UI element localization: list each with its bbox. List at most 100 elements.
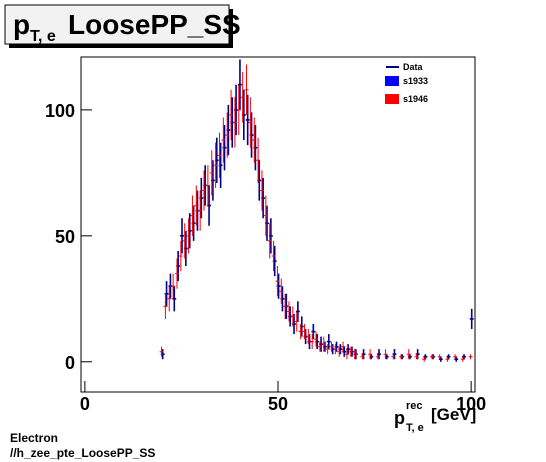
x-tick-label: 50 <box>268 394 288 414</box>
data-point <box>333 344 338 355</box>
data-point <box>171 273 176 299</box>
data-point <box>279 278 284 304</box>
data-point <box>236 84 241 136</box>
data-point <box>240 72 245 123</box>
data-point <box>437 354 442 360</box>
data-point <box>391 354 396 360</box>
data-point <box>267 223 272 259</box>
data-point <box>186 218 191 254</box>
data-point <box>252 117 257 163</box>
data-point <box>271 240 276 272</box>
x-tick-label: 0 <box>80 394 90 414</box>
data-point <box>159 346 164 357</box>
data-point <box>469 308 474 330</box>
data-point <box>422 356 427 362</box>
data-point <box>454 356 459 362</box>
title-sub: T, e <box>30 28 56 45</box>
data-point <box>345 349 349 360</box>
data-point <box>392 349 397 360</box>
data-point <box>263 195 268 236</box>
data-point <box>205 165 210 206</box>
data-point <box>406 349 411 360</box>
data-point <box>172 286 177 312</box>
data-point <box>317 341 322 352</box>
data-point <box>329 341 334 352</box>
data-point <box>429 354 434 360</box>
data-point <box>399 354 403 360</box>
data-point <box>321 336 326 352</box>
data-point <box>298 323 303 340</box>
data-point <box>453 354 458 360</box>
data-point <box>248 97 253 148</box>
x-label-main: p <box>394 408 405 428</box>
data-point <box>229 89 233 141</box>
data-point <box>326 334 331 350</box>
data-point <box>348 346 353 357</box>
data-point <box>290 306 295 327</box>
legend-swatch <box>385 76 399 86</box>
data-point <box>360 354 365 360</box>
data-point <box>341 341 346 352</box>
data-point <box>414 354 419 360</box>
data-point <box>445 356 450 362</box>
data-point <box>287 301 291 322</box>
title-main: p <box>13 9 30 40</box>
data-point <box>283 293 288 319</box>
data-point <box>302 323 307 340</box>
data-point <box>383 349 388 360</box>
data-point <box>213 142 218 188</box>
data-point <box>460 356 465 362</box>
plot-frame <box>80 56 476 393</box>
data-point <box>209 150 214 196</box>
data-point <box>202 170 206 211</box>
y-tick-label: 50 <box>55 227 75 247</box>
x-label-sup: rec <box>406 400 423 412</box>
data-point <box>225 112 230 158</box>
data-point <box>377 349 381 360</box>
data-point <box>244 64 249 115</box>
title-box <box>4 4 230 45</box>
data-point <box>245 94 250 146</box>
data-point <box>256 137 261 183</box>
x-label-sub: T, e <box>406 422 424 434</box>
legend-label: s1946 <box>403 94 428 104</box>
data-point <box>415 349 420 360</box>
data-point <box>468 354 473 360</box>
data-point <box>175 258 179 289</box>
data-point <box>325 344 330 355</box>
legend-label: s1933 <box>403 76 428 86</box>
data-point <box>178 240 183 272</box>
footer-line: //h_zee_pte_LoosePP_SS <box>10 446 155 460</box>
data-point <box>217 132 222 178</box>
title-rest: LoosePP_SS <box>68 9 241 40</box>
y-tick-label: 0 <box>65 353 75 373</box>
data-point <box>352 349 357 360</box>
data-point <box>163 293 168 319</box>
data-point <box>337 346 342 357</box>
data-point <box>310 334 315 350</box>
legend-label: Data <box>403 62 424 72</box>
data-point <box>438 356 443 362</box>
data-point <box>375 354 380 360</box>
data-point <box>368 349 373 360</box>
data-point <box>260 170 264 211</box>
data-point <box>194 185 199 226</box>
data-point <box>221 117 226 163</box>
data-point <box>294 311 299 332</box>
data-point <box>167 286 172 312</box>
data-point <box>295 301 300 322</box>
x-label-unit: [GeV] <box>431 405 476 424</box>
data-point <box>311 323 316 340</box>
data-point <box>232 97 237 148</box>
data-point <box>361 349 366 360</box>
data-point <box>198 190 203 231</box>
data-point <box>275 266 280 297</box>
footer-line: Electron <box>10 431 58 445</box>
data-point <box>346 344 351 355</box>
data-point <box>190 195 195 236</box>
data-point <box>180 218 184 254</box>
data-point <box>306 329 311 345</box>
x-tick-label: 100 <box>456 394 486 414</box>
data-point <box>182 223 187 259</box>
